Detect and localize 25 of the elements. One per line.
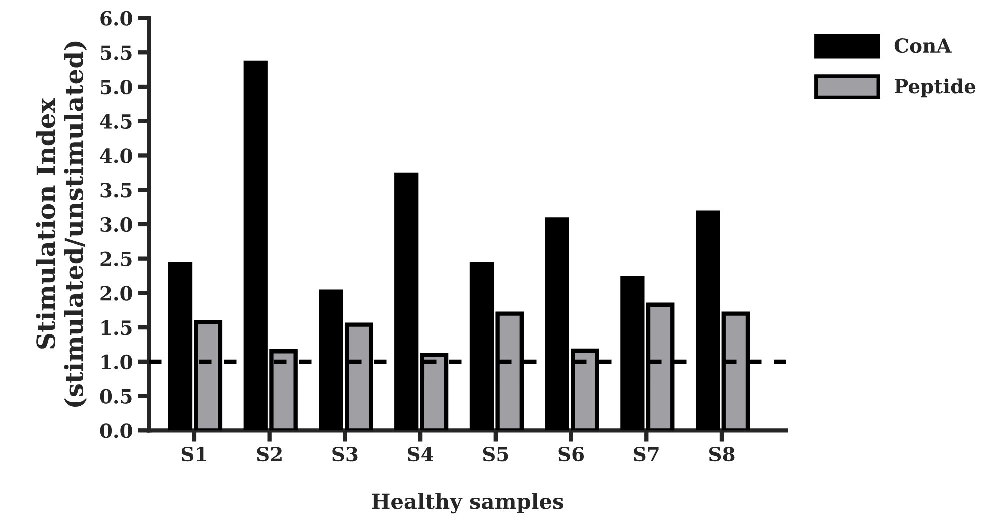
x-axis-title: Healthy samples bbox=[372, 493, 564, 514]
x-tick-label: S2 bbox=[257, 446, 282, 462]
y-tick-label: 6.0 bbox=[100, 11, 132, 26]
x-tick-label: S3 bbox=[332, 446, 358, 462]
y-axis-title: Stimulation Index (stimulated/unstimulated) bbox=[36, 42, 88, 408]
y-tick-label: 3.0 bbox=[100, 217, 132, 232]
x-tick-label: S1 bbox=[182, 446, 206, 462]
y-tick-label: 5.0 bbox=[101, 80, 132, 95]
y-tick-label: 2.5 bbox=[100, 252, 132, 266]
y-tick-label: 0.0 bbox=[100, 424, 132, 438]
y-tick-label: 1.5 bbox=[102, 320, 132, 336]
legend-label: ConA bbox=[894, 38, 952, 54]
legend-label: Peptide bbox=[894, 78, 976, 98]
y-tick-label: 3.5 bbox=[100, 183, 132, 198]
y-tick-label: 1.0 bbox=[102, 354, 132, 370]
y-tick-label: 4.0 bbox=[100, 148, 132, 164]
x-tick-label: S7 bbox=[634, 446, 659, 462]
x-tick-label: S6 bbox=[558, 446, 584, 462]
y-tick-label: 5.5 bbox=[101, 46, 132, 60]
y-tick-label: 0.5 bbox=[100, 389, 132, 404]
x-tick-label: S4 bbox=[408, 446, 434, 462]
x-tick-label: S8 bbox=[709, 446, 735, 462]
y-tick-label: 4.5 bbox=[100, 114, 132, 130]
x-tick-label: S5 bbox=[483, 446, 508, 462]
y-tick-label: 2.0 bbox=[100, 286, 132, 301]
